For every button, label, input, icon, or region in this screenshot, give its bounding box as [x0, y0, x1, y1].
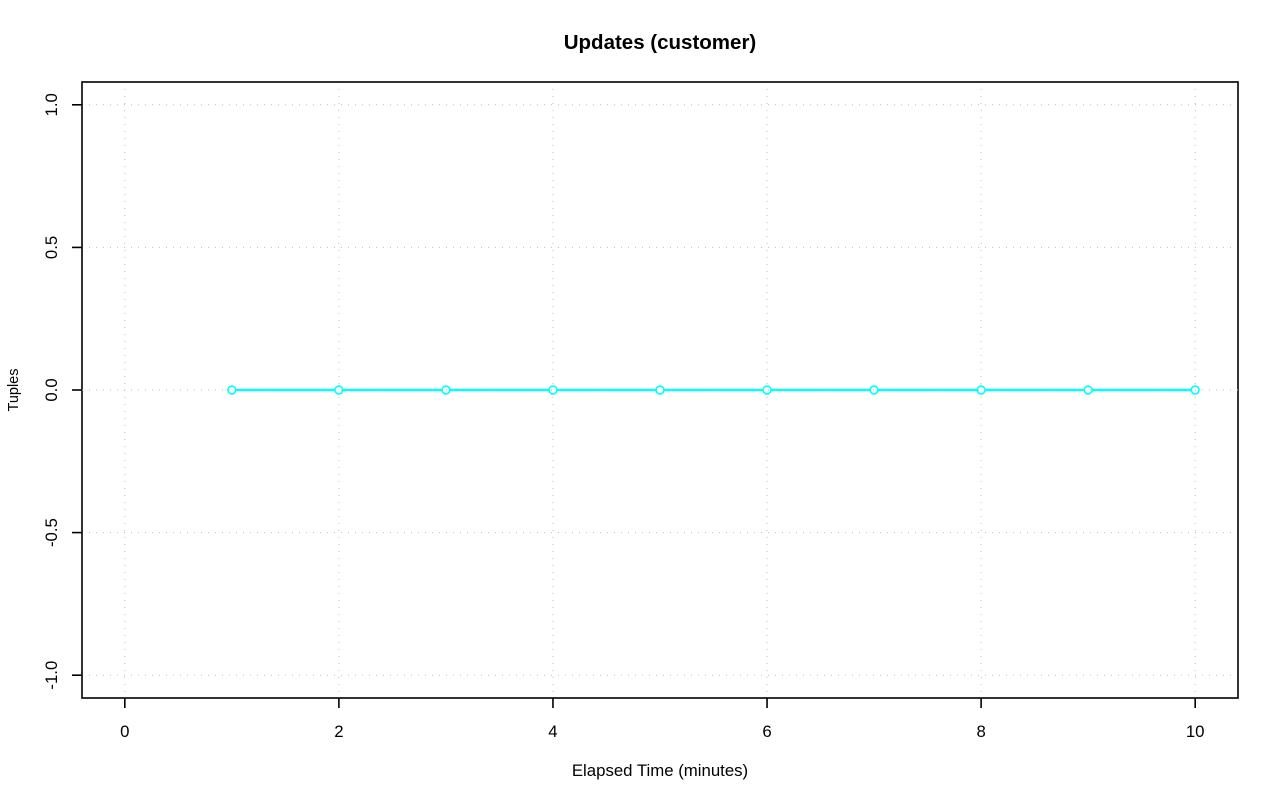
svg-text:8: 8: [976, 722, 985, 741]
svg-text:2: 2: [334, 722, 343, 741]
svg-text:1.0: 1.0: [42, 93, 61, 116]
svg-text:6: 6: [762, 722, 771, 741]
svg-text:10: 10: [1186, 722, 1205, 741]
svg-text:0.0: 0.0: [42, 378, 61, 401]
svg-text:0: 0: [120, 722, 129, 741]
svg-text:4: 4: [548, 722, 557, 741]
svg-text:0.5: 0.5: [42, 236, 61, 259]
svg-text:Tuples: Tuples: [6, 369, 22, 412]
svg-text:-0.5: -0.5: [42, 518, 61, 547]
svg-text:-1.0: -1.0: [42, 661, 61, 690]
svg-text:Elapsed Time (minutes): Elapsed Time (minutes): [572, 761, 748, 780]
